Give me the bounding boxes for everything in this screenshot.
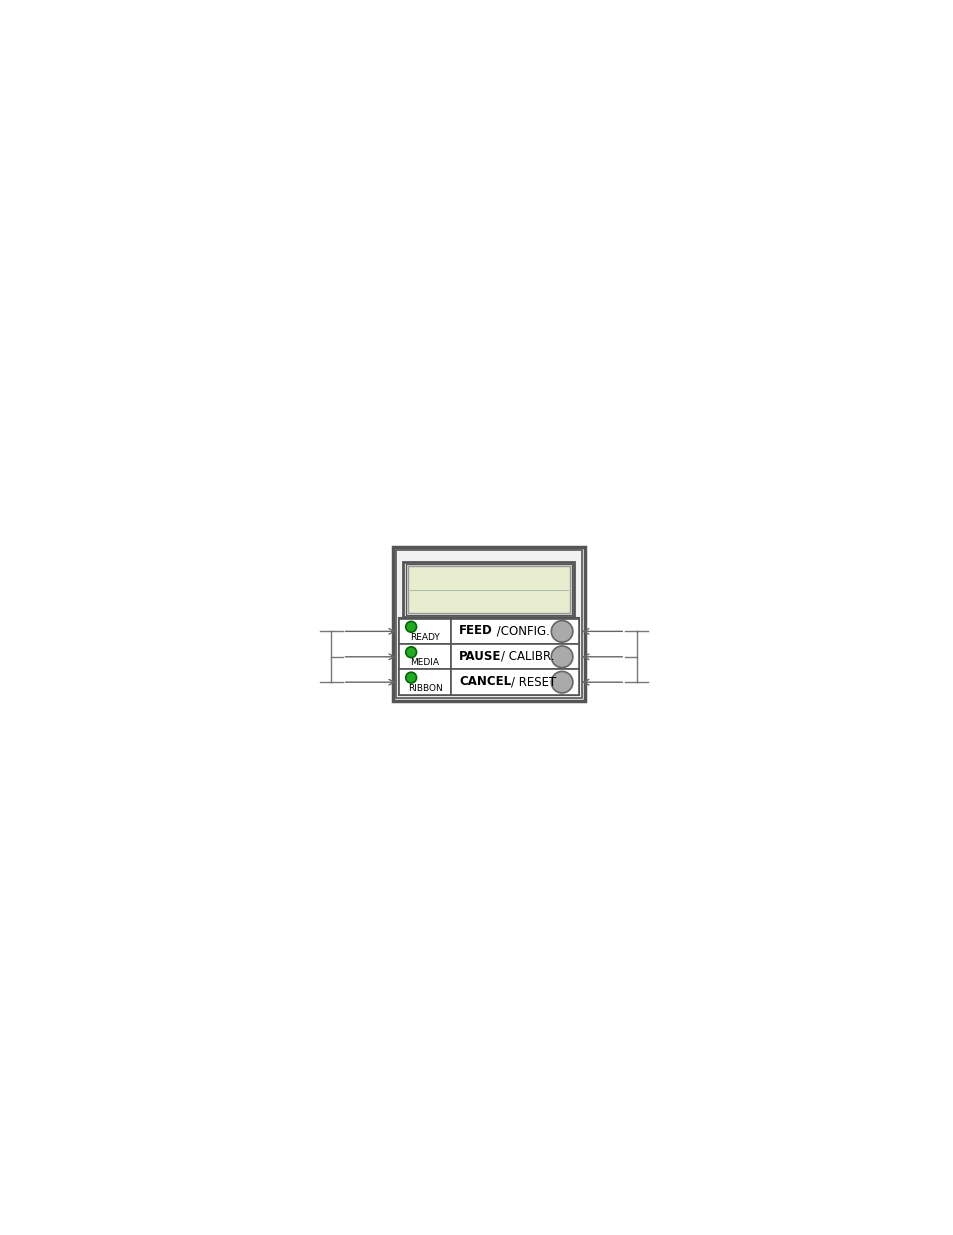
Bar — [451, 645, 578, 669]
Bar — [451, 619, 578, 645]
Text: / RESET: / RESET — [511, 676, 556, 688]
Text: RIBBON: RIBBON — [407, 684, 442, 693]
Circle shape — [551, 621, 572, 642]
Bar — [403, 562, 574, 618]
Bar — [398, 619, 451, 645]
Bar — [395, 550, 581, 698]
Text: FEED: FEED — [458, 625, 492, 637]
Circle shape — [551, 672, 572, 693]
Bar — [393, 547, 584, 701]
Circle shape — [405, 621, 416, 632]
Text: MEDIA: MEDIA — [410, 658, 439, 667]
Bar — [408, 567, 569, 613]
Text: PAUSE: PAUSE — [458, 650, 500, 663]
Circle shape — [405, 647, 416, 657]
Text: READY: READY — [410, 634, 439, 642]
Text: CANCEL: CANCEL — [458, 676, 511, 688]
Text: / CALIBR.: / CALIBR. — [500, 650, 555, 663]
Circle shape — [551, 646, 572, 668]
Bar — [451, 669, 578, 695]
Circle shape — [405, 672, 416, 683]
Text: /CONFIG.: /CONFIG. — [492, 625, 549, 637]
Bar — [398, 645, 451, 669]
Bar — [398, 618, 578, 695]
Bar — [398, 669, 451, 695]
Bar — [405, 564, 572, 615]
